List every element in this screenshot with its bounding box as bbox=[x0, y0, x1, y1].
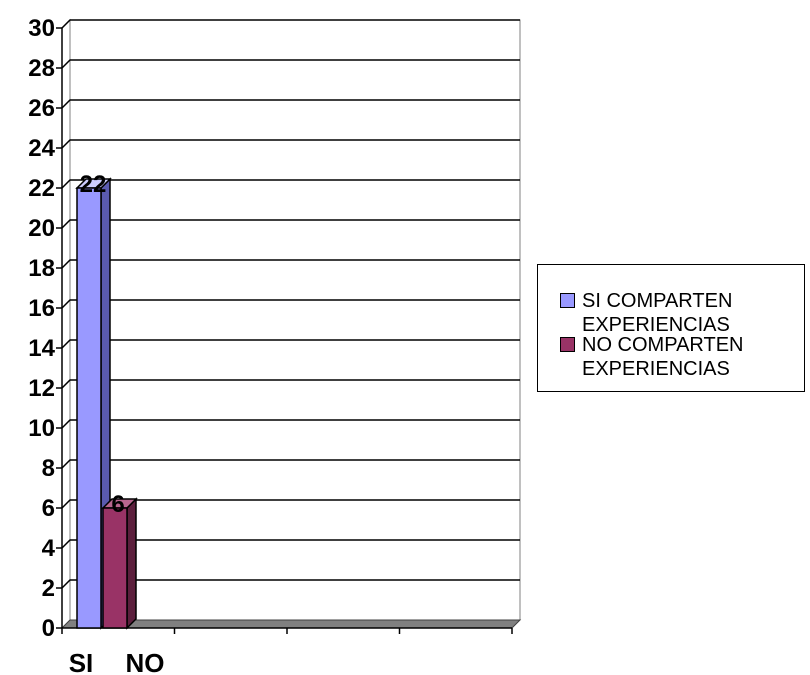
gridline bbox=[61, 219, 520, 229]
legend-item-no: NO COMPARTEN EXPERIENCIAS bbox=[560, 333, 744, 381]
legend-label-si: SI COMPARTEN EXPERIENCIAS bbox=[582, 289, 732, 337]
y-tick-label: 12 bbox=[28, 375, 55, 402]
gridline bbox=[61, 259, 520, 269]
gridline bbox=[61, 379, 520, 389]
legend: SI COMPARTEN EXPERIENCIAS NO COMPARTEN EXP… bbox=[537, 264, 805, 392]
gridline bbox=[61, 59, 520, 69]
gridline bbox=[61, 339, 520, 349]
y-tick-label: 30 bbox=[28, 15, 55, 42]
y-tick-label: 22 bbox=[28, 175, 55, 202]
bar-side bbox=[126, 497, 137, 630]
data-label: 6 bbox=[111, 491, 124, 518]
y-tick-label: 20 bbox=[28, 215, 55, 242]
chart-walls bbox=[60, 18, 522, 630]
y-tick-label: 16 bbox=[28, 295, 55, 322]
gridline bbox=[61, 499, 520, 509]
legend-label-no-line1: NO COMPARTEN bbox=[582, 334, 744, 356]
x-tick-labels: SI NO bbox=[69, 648, 165, 675]
gridline bbox=[61, 299, 520, 309]
legend-item-si: SI COMPARTEN EXPERIENCIAS bbox=[560, 289, 732, 337]
data-label: 22 bbox=[80, 171, 107, 198]
bar-no bbox=[101, 497, 138, 630]
y-tick-label: 2 bbox=[42, 575, 55, 602]
legend-swatch-si bbox=[560, 293, 575, 308]
gridline bbox=[61, 139, 520, 149]
gridline bbox=[61, 459, 520, 469]
y-tick-label: 10 bbox=[28, 415, 55, 442]
gridline bbox=[61, 99, 520, 109]
legend-label-no: NO COMPARTEN EXPERIENCIAS bbox=[582, 333, 744, 381]
gridline bbox=[61, 19, 520, 29]
axes bbox=[61, 28, 513, 634]
legend-swatch-no bbox=[560, 337, 575, 352]
y-tick-label: 4 bbox=[42, 535, 56, 562]
data-labels: 22 6 bbox=[80, 171, 125, 518]
bar-front bbox=[76, 187, 102, 629]
gridline bbox=[61, 539, 520, 549]
y-tick-label: 28 bbox=[28, 55, 55, 82]
legend-label-si-line2: EXPERIENCIAS bbox=[582, 314, 730, 336]
bar-front bbox=[102, 507, 128, 629]
gridline bbox=[61, 419, 520, 429]
x-tick-label-si: SI bbox=[69, 648, 94, 675]
legend-label-si-line1: SI COMPARTEN bbox=[582, 290, 733, 312]
y-tick-label: 14 bbox=[28, 335, 55, 362]
y-tick-label: 18 bbox=[28, 255, 55, 282]
y-tick-label: 6 bbox=[42, 495, 55, 522]
back-wall bbox=[69, 19, 521, 621]
x-tick-label-no: NO bbox=[126, 648, 165, 675]
y-tick-label: 24 bbox=[28, 135, 55, 162]
gridline bbox=[61, 579, 520, 589]
side-wall bbox=[61, 18, 71, 630]
y-tick-label: 26 bbox=[28, 95, 55, 122]
gridline bbox=[61, 179, 520, 189]
y-tick-label: 8 bbox=[42, 455, 55, 482]
gridlines bbox=[61, 19, 520, 589]
bars bbox=[75, 177, 138, 630]
y-tick-label: 0 bbox=[42, 615, 55, 642]
legend-label-no-line2: EXPERIENCIAS bbox=[582, 358, 730, 380]
